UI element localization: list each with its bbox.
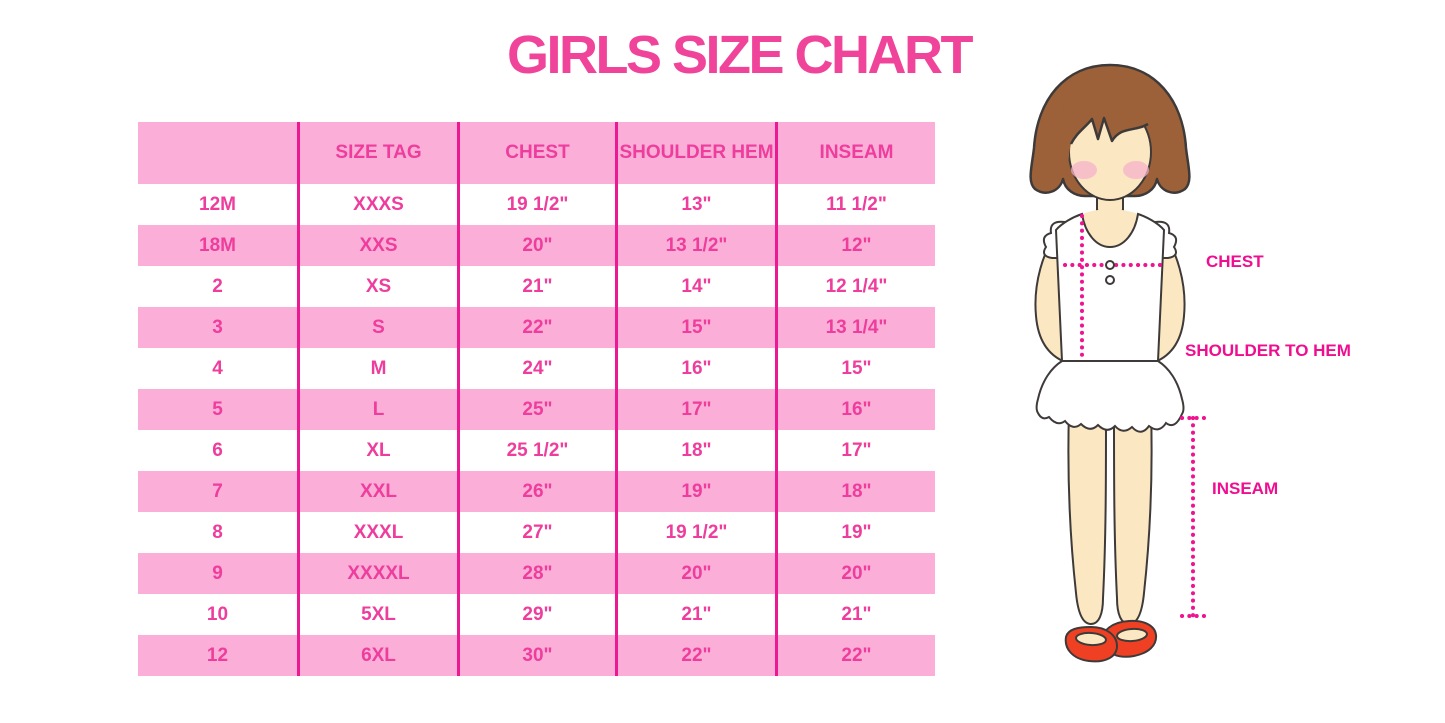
measurement-cell: 18" (615, 430, 775, 471)
measurement-cell: M (297, 348, 457, 389)
girl-chest-skin (1082, 209, 1138, 247)
size-cell: 7 (138, 471, 297, 512)
girls-size-table: SIZE TAG CHEST SHOULDER HEM INSEAM 12M XXXS 1… (138, 122, 935, 676)
page-title: GIRLS SIZE CHART (506, 25, 974, 85)
measurement-cell: 22" (775, 635, 935, 676)
girl-left-leg (1067, 408, 1108, 626)
measurement-cell: 24" (457, 348, 615, 389)
measurement-cell: 29" (457, 594, 615, 635)
measurement-cell: 27" (457, 512, 615, 553)
measurement-cell: 5XL (297, 594, 457, 635)
table-row: 4 M 24" 16" 15" (138, 348, 935, 389)
table-row: 3 S 22" 15" 13 1/4" (138, 307, 935, 348)
measurement-cell: 21" (615, 594, 775, 635)
measurement-cell: XL (297, 430, 457, 471)
measurement-cell: XXL (297, 471, 457, 512)
table-row: 8 XXXL 27" 19 1/2" 19" (138, 512, 935, 553)
size-cell: 2 (212, 275, 223, 297)
measurement-cell: 20" (457, 225, 615, 266)
column-header-empty (138, 122, 297, 184)
size-cell: 6 (212, 439, 223, 461)
size-cell: 18M (138, 225, 297, 266)
measurement-cell: 17" (615, 389, 775, 430)
measurement-cell: 11 1/2" (775, 184, 935, 225)
measurement-cell: 6XL (297, 635, 457, 676)
measurement-cell: 25" (457, 389, 615, 430)
table-row: 7 XXL 26" 19" 18" (138, 471, 935, 512)
size-cell: 3 (138, 307, 297, 348)
measurement-cell: 12" (775, 225, 935, 266)
girl-top-button-1 (1105, 260, 1115, 270)
measurement-cell: S (297, 307, 457, 348)
measurement-cell: XXS (297, 225, 457, 266)
measurement-cell: 19" (775, 512, 935, 553)
girl-top-button-2 (1105, 275, 1115, 285)
measurement-cell: 26" (457, 471, 615, 512)
measurement-cell: 25 1/2" (457, 430, 615, 471)
measurement-cell: 21" (457, 266, 615, 307)
measurement-cell: 19 1/2" (457, 184, 615, 225)
table-row: 6 XL 25 1/2" 18" 17" (138, 430, 935, 471)
measurement-cell: XXXL (297, 512, 457, 553)
table-row: 2 XS 21" 14" 12 1/4" (138, 266, 935, 307)
measurement-cell: 13 1/4" (775, 307, 935, 348)
girl-blush-left (1071, 161, 1097, 179)
measurement-cell: 12 1/4" (775, 266, 935, 307)
table-row: 10 5XL 29" 21" 21" (138, 594, 935, 635)
size-cell: 9 (138, 553, 297, 594)
table-row: 12M XXXS 19 1/2" 13" 11 1/2" (138, 184, 935, 225)
size-cell: 8 (212, 521, 223, 543)
measurement-cell: 13" (615, 184, 775, 225)
girl-right-leg (1112, 408, 1153, 626)
measurement-cell: 21" (775, 594, 935, 635)
size-cell: 5 (138, 389, 297, 430)
table-header-row: SIZE TAG CHEST SHOULDER HEM INSEAM (138, 122, 935, 184)
measurement-cell: 30" (457, 635, 615, 676)
measurement-cell: 16" (615, 348, 775, 389)
measurement-cell: 20" (615, 553, 775, 594)
measurement-cell: 15" (775, 348, 935, 389)
girl-illustration (1005, 58, 1215, 670)
measurement-cell: 19" (615, 471, 775, 512)
girl-left-shoe-opening (1075, 631, 1107, 647)
measurement-cell: XXXS (297, 184, 457, 225)
girl-figure-svg (1029, 63, 1206, 663)
column-header: SIZE TAG (297, 122, 457, 184)
size-cell: 10 (206, 603, 229, 625)
measurement-cell: 22" (615, 635, 775, 676)
inseam-measure-label: INSEAM (1212, 479, 1279, 498)
column-header: INSEAM (775, 122, 935, 184)
measurement-cell: 18" (775, 471, 935, 512)
girl-skirt (1035, 360, 1185, 433)
size-cell: 12M (199, 193, 236, 215)
measurement-cell: 19 1/2" (615, 512, 775, 553)
table-row: 9 XXXXL 28" 20" 20" (138, 553, 935, 594)
measurement-cell: 15" (615, 307, 775, 348)
shoulder-to-hem-measure-label: SHOULDER TO HEM (1185, 341, 1351, 360)
measurement-cell: 16" (775, 389, 935, 430)
size-cell: 4 (212, 357, 223, 379)
table-row: 5 L 25" 17" 16" (138, 389, 935, 430)
measurement-cell: L (297, 389, 457, 430)
measurement-cell: 22" (457, 307, 615, 348)
measurement-cell: XS (297, 266, 457, 307)
table-row: 12 6XL 30" 22" 22" (138, 635, 935, 676)
size-cell: 12 (138, 635, 297, 676)
chest-measure-label: CHEST (1206, 252, 1264, 271)
column-header: SHOULDER HEM (615, 122, 775, 184)
girl-blush-right (1123, 161, 1149, 179)
table-row: 18M XXS 20" 13 1/2" 12" (138, 225, 935, 266)
measurement-cell: 28" (457, 553, 615, 594)
girl-hairline-stroke (1069, 116, 1149, 145)
measurement-cell: 13 1/2" (615, 225, 775, 266)
measurement-cell: 14" (615, 266, 775, 307)
measurement-cell: 17" (775, 430, 935, 471)
girl-right-shoe-opening (1116, 627, 1148, 643)
column-header: CHEST (457, 122, 615, 184)
measurement-cell: XXXXL (297, 553, 457, 594)
measurement-cell: 20" (775, 553, 935, 594)
table-body: 12M XXXS 19 1/2" 13" 11 1/2" 18M XXS 20" 13 1/2"… (138, 184, 935, 676)
